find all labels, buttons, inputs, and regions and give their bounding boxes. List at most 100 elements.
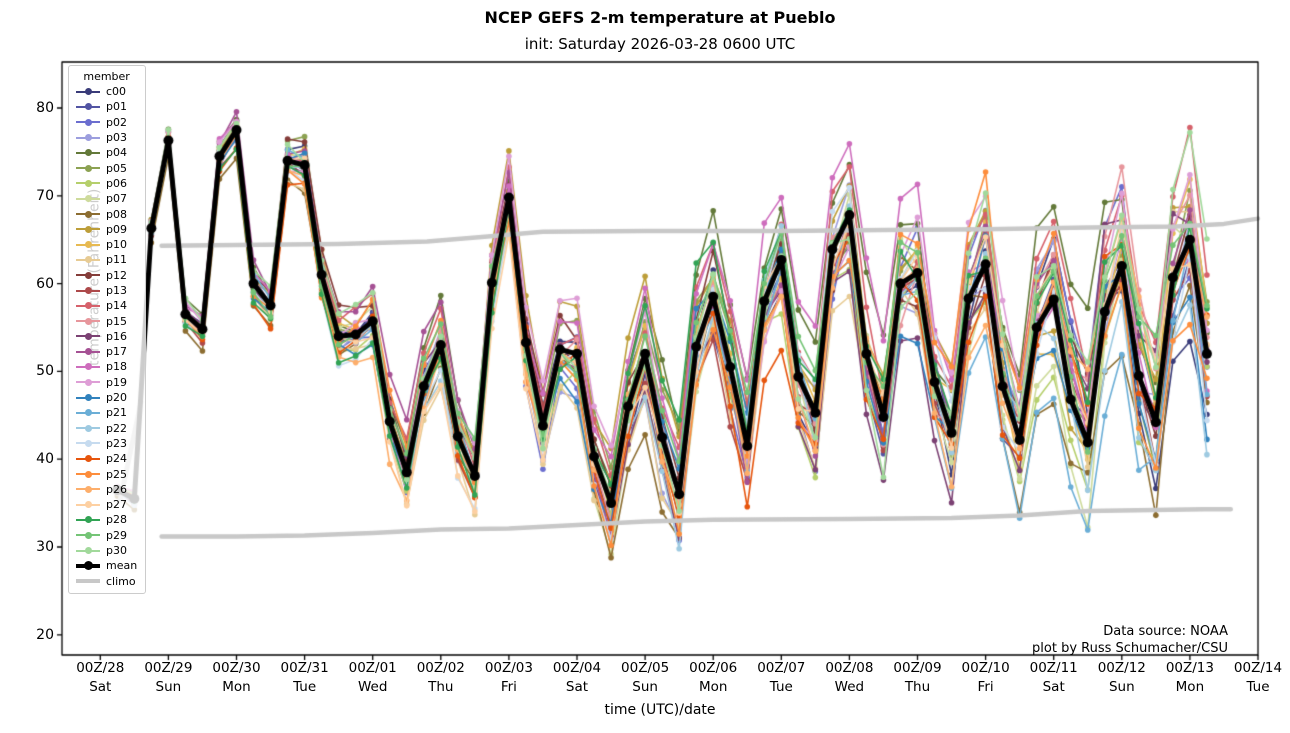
legend-item-p11: p11 [76, 252, 137, 267]
y-tick-70: 70 [36, 187, 54, 204]
x-tick-00Z-02: 00Z/02 Thu [416, 660, 465, 695]
legend-item-p08: p08 [76, 206, 137, 221]
legend-item-mean: mean [76, 558, 137, 573]
legend-item-p27: p27 [76, 497, 137, 512]
legend-items: c00 p01 p02 p03 p04 p05 p06 p07 p08 p09 p10 p11 p12 p… [76, 84, 137, 589]
legend-swatch-mean [76, 560, 100, 572]
legend-swatch-c00 [76, 86, 100, 98]
legend-item-p21: p21 [76, 405, 137, 420]
legend-label-p18: p18 [106, 360, 127, 374]
legend-item-p25: p25 [76, 466, 137, 481]
legend-item-p18: p18 [76, 359, 137, 374]
legend-item-p24: p24 [76, 451, 137, 466]
y-tick-40: 40 [36, 451, 54, 468]
legend-item-p06: p06 [76, 176, 137, 191]
legend-item-p01: p01 [76, 99, 137, 114]
y-tick-60: 60 [36, 275, 54, 292]
legend-label-p01: p01 [106, 100, 127, 114]
x-tick-00Z-13: 00Z/13 Mon [1165, 660, 1214, 695]
legend-item-p23: p23 [76, 436, 137, 451]
x-tick-00Z-28: 00Z/28 Sat [76, 660, 125, 695]
y-tick-50: 50 [36, 363, 54, 380]
legend-label-p17: p17 [106, 345, 127, 359]
x-tick-00Z-31: 00Z/31 Tue [280, 660, 329, 695]
x-tick-00Z-14: 00Z/14 Tue [1233, 660, 1283, 695]
legend-swatch-p02 [76, 116, 100, 128]
legend-label-p15: p15 [106, 314, 127, 328]
chart-subtitle: init: Saturday 2026-03-28 0600 UTC [524, 35, 796, 53]
legend-swatch-p22 [76, 422, 100, 434]
legend-item-p12: p12 [76, 268, 137, 283]
legend-label-mean: mean [106, 559, 138, 573]
legend-swatch-p21 [76, 407, 100, 419]
legend-swatch-p05 [76, 162, 100, 174]
legend-label-p29: p29 [106, 528, 127, 542]
legend-swatch-p10 [76, 239, 100, 251]
legend-label-p10: p10 [106, 238, 127, 252]
legend-swatch-p08 [76, 208, 100, 220]
x-tick-00Z-12: 00Z/12 Sun [1097, 660, 1146, 695]
legend-swatch-p09 [76, 223, 100, 235]
legend-label-c00: c00 [106, 85, 127, 99]
legend-label-p05: p05 [106, 161, 127, 175]
legend-label-p30: p30 [106, 544, 127, 558]
legend-swatch-p19 [76, 376, 100, 388]
x-tick-00Z-10: 00Z/10 Fri [961, 660, 1010, 695]
x-tick-00Z-05: 00Z/05 Sun [621, 660, 670, 695]
legend-item-p03: p03 [76, 130, 137, 145]
y-tick-30: 30 [36, 539, 54, 555]
legend-swatch-p27 [76, 499, 100, 511]
legend-swatch-p28 [76, 514, 100, 526]
legend-label-p02: p02 [106, 115, 127, 129]
legend-label-p09: p09 [106, 222, 127, 236]
legend-item-p15: p15 [76, 313, 137, 328]
legend-label-p28: p28 [106, 513, 127, 527]
legend-swatch-p24 [76, 453, 100, 465]
legend-label-p16: p16 [106, 329, 127, 343]
legend-swatch-p06 [76, 177, 100, 189]
legend-label-p03: p03 [106, 131, 127, 145]
data-source-note: Data source: NOAA [1103, 624, 1228, 639]
legend-item-p10: p10 [76, 237, 137, 252]
legend-item-p28: p28 [76, 512, 137, 527]
legend-label-p14: p14 [106, 299, 127, 313]
legend-swatch-p07 [76, 193, 100, 205]
credit-note: plot by Russ Schumacher/CSU [1032, 641, 1228, 656]
legend-item-p05: p05 [76, 160, 137, 175]
legend-label-p25: p25 [106, 467, 127, 481]
legend-swatch-p12 [76, 269, 100, 281]
legend-item-p17: p17 [76, 344, 137, 359]
legend-item-p04: p04 [76, 145, 137, 160]
legend-item-p09: p09 [76, 222, 137, 237]
x-tick-00Z-11: 00Z/11 Sat [1029, 660, 1078, 695]
legend-label-p13: p13 [106, 284, 127, 297]
legend-swatch-p04 [76, 147, 100, 159]
legend-label-p27: p27 [106, 498, 127, 512]
legend-swatch-p26 [76, 483, 100, 495]
legend-label-p11: p11 [106, 253, 127, 267]
legend-item-p19: p19 [76, 375, 137, 390]
y-tick-20: 20 [36, 626, 54, 643]
x-tick-00Z-06: 00Z/06 Mon [689, 660, 738, 695]
legend-label-p04: p04 [106, 146, 127, 160]
x-tick-00Z-04: 00Z/04 Sat [552, 660, 602, 695]
legend-item-p13: p13 [76, 283, 137, 298]
legend-label-p19: p19 [106, 375, 127, 389]
legend-item-p14: p14 [76, 298, 137, 313]
legend-item-c00: c00 [76, 84, 137, 99]
legend-label-p12: p12 [106, 268, 127, 282]
legend-item-p30: p30 [76, 543, 137, 558]
x-axis-label: time (UTC)/date [604, 702, 716, 718]
x-tick-00Z-29: 00Z/29 Sun [144, 660, 193, 695]
legend-item-p20: p20 [76, 390, 137, 405]
legend-swatch-p01 [76, 101, 100, 113]
legend-title: member [83, 70, 130, 83]
legend-swatch-p29 [76, 529, 100, 541]
legend-swatch-climo [76, 575, 100, 587]
legend: member c00 p01 p02 p03 p04 p05 p06 p07 p08 p09 p10… [68, 65, 147, 594]
legend-swatch-p15 [76, 315, 100, 327]
legend-item-p29: p29 [76, 528, 137, 543]
legend-swatch-p16 [76, 330, 100, 342]
